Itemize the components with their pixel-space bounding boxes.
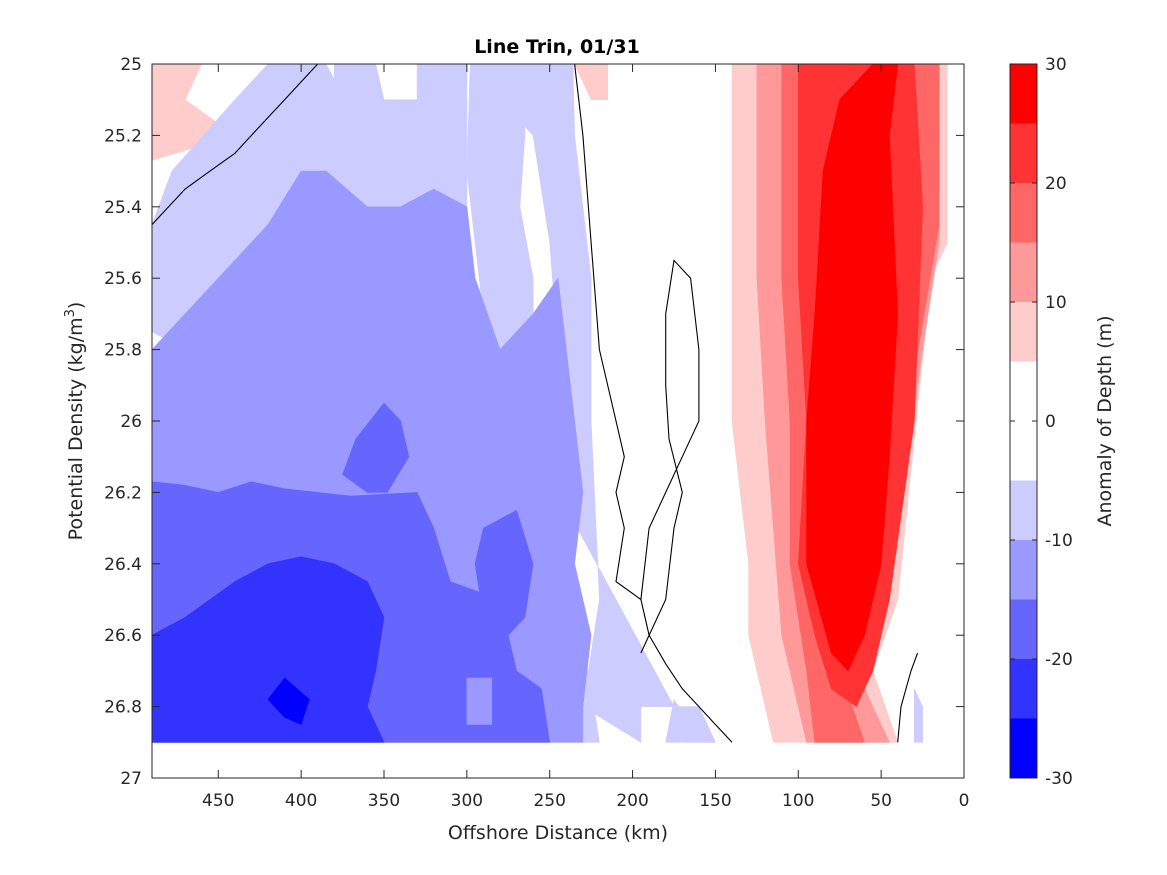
y-axis-label: Potential Density (kg/m3) [63,302,87,541]
y-axis-label-exponent: 3 [63,309,78,317]
x-axis-label: Offshore Distance (km) [448,822,668,844]
colorbar-tick-label: 20 [1045,174,1067,194]
colorbar-tick-label: 10 [1045,293,1067,313]
x-tick-label: 450 [202,791,234,811]
colorbar-band [1010,480,1037,540]
contour-lines [151,63,919,743]
colorbar-band [1010,718,1037,778]
colorbar-band [1010,540,1037,600]
y-tick-label: 25 [120,55,142,75]
colorbar-label: Anomaly of Depth (m) [1094,316,1116,527]
contour-line-zero-contour-center [574,63,733,743]
y-tick-label: 26 [120,412,142,432]
region-lavender-corner-spot [913,688,923,743]
x-tick-label: 350 [368,791,400,811]
colorbar-tick-label: -30 [1045,769,1073,789]
x-tick-label: 100 [782,791,814,811]
y-tick-label: 26.2 [104,483,142,503]
colorbar-band [1010,183,1037,243]
region-periwinkle-spot [466,677,493,725]
x-tick-label: 50 [870,791,892,811]
region-lavender-bottom-right [665,698,717,743]
y-axis-ticks: 25 25.2 25.4 25.6 25.8 26 26.2 26.4 26.6 26.8 27 [104,55,964,789]
x-tick-label: 300 [451,791,483,811]
y-tick-label: 25.8 [104,341,142,361]
contour-line-zero-contour-right [897,652,919,743]
plot-area: 450 400 350 300 250 200 150 100 50 0 2525.225.425… [104,55,969,811]
contour-line-zero-contour-left [151,63,319,225]
y-tick-label: 25.6 [104,269,142,289]
x-tick-label: 250 [533,791,565,811]
colorbar-ticks: 30 20 10 0 -10 -20 -30 [1010,55,1073,789]
colorbar-band [1010,64,1037,124]
colorbar-band [1010,242,1037,302]
contour-regions [151,63,948,743]
chart-title: Line Trin, 01/31 [474,36,640,58]
x-tick-label: 200 [616,791,648,811]
colorbar-tick-label: -20 [1045,650,1073,670]
y-tick-label: 25.2 [104,126,142,146]
y-tick-label: 26.8 [104,698,142,718]
y-tick-label: 26.6 [104,626,142,646]
colorbar-band [1010,599,1037,659]
region-blue-bottom-left [151,556,385,743]
colorbar-band [1010,302,1037,362]
region-medium-blue-center-a [342,402,410,493]
y-axis-label-close: ) [65,302,87,309]
region-deep-blue-spot [267,677,310,725]
colorbar-tick-label: 0 [1045,412,1056,432]
x-tick-label: 0 [959,791,970,811]
colorbar: 30 20 10 0 -10 -20 -30 [1009,55,1073,789]
colorbar-band [1010,123,1037,183]
y-tick-label: 27 [120,769,142,789]
x-axis-ticks: 450 400 350 300 250 200 150 100 50 0 [202,64,969,811]
x-tick-label: 150 [699,791,731,811]
y-tick-label: 26.4 [104,555,142,575]
y-axis-label-main: Potential Density (kg/m [65,317,87,540]
colorbar-band [1010,659,1037,719]
y-tick-label: 25.4 [104,198,142,218]
region-medium-blue-center-b [474,509,534,636]
colorbar-tick-label: 30 [1045,55,1067,75]
colorbar-tick-label: -10 [1045,531,1073,551]
x-tick-label: 400 [285,791,317,811]
